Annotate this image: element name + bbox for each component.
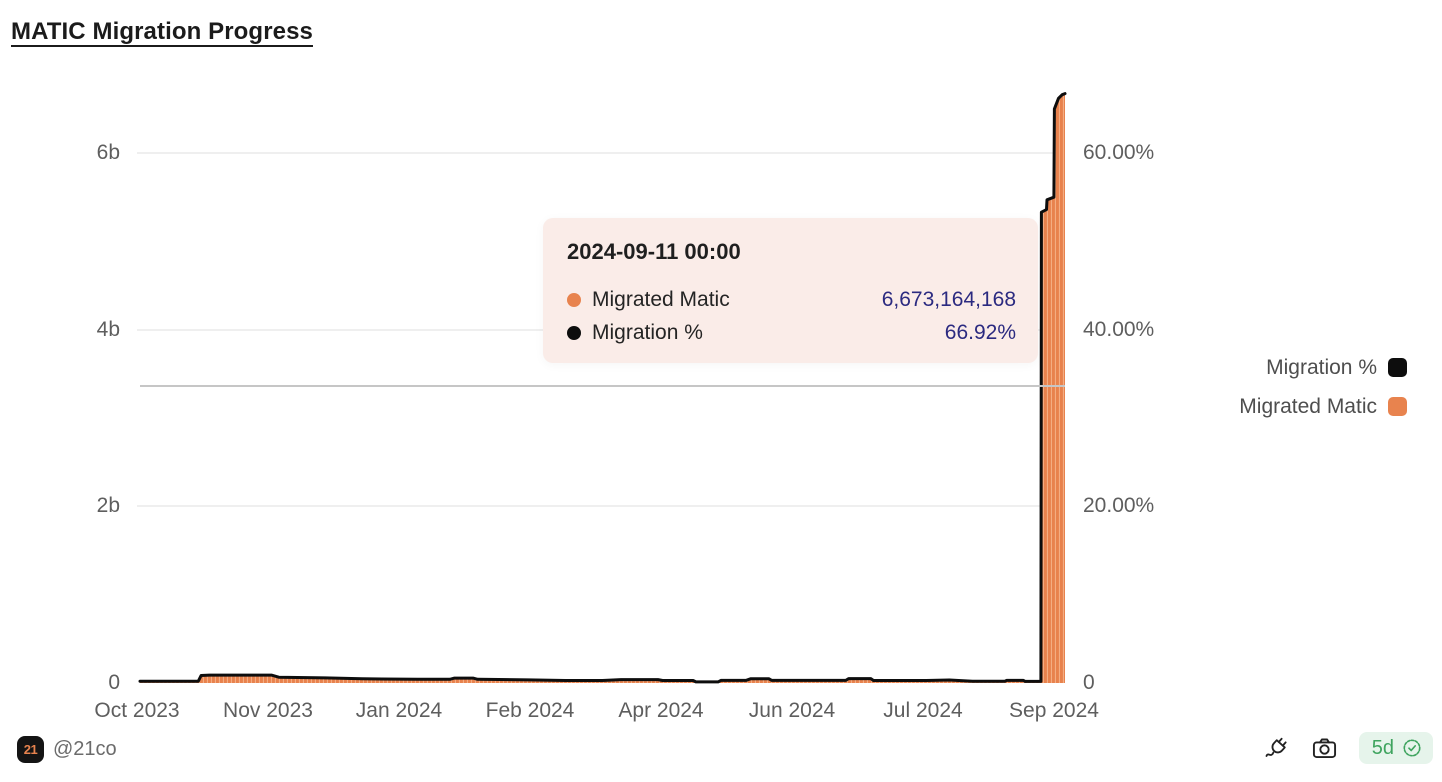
- plug-icon[interactable]: [1263, 734, 1291, 762]
- x-axis-tick: Jul 2024: [883, 699, 963, 722]
- y-axis-left-tick: 2b: [96, 494, 120, 517]
- migrated-matic-swatch-icon: [1388, 397, 1407, 416]
- y-axis-left-tick: 0: [108, 671, 120, 694]
- x-axis-tick: Nov 2023: [223, 699, 313, 722]
- camera-icon[interactable]: [1311, 734, 1339, 762]
- chart-legend: Migration % Migrated Matic: [1239, 348, 1407, 426]
- y-axis-right-tick: 0: [1083, 671, 1095, 694]
- tooltip-timestamp: 2024-09-11 00:00: [567, 239, 741, 264]
- y-axis-right-tick: 60.00%: [1083, 141, 1155, 164]
- y-axis-right-tick: 40.00%: [1083, 318, 1155, 341]
- migrated-matic-bars: [140, 93, 1065, 684]
- data-freshness-badge[interactable]: 5d: [1358, 732, 1433, 764]
- legend-label: Migrated Matic: [1239, 394, 1377, 418]
- tooltip-value: 6,673,164,168: [881, 287, 1016, 311]
- footer-toolbar: 5d: [1263, 732, 1433, 764]
- migration-pct-swatch-icon: [1388, 358, 1407, 377]
- chart-tooltip: 2024-09-11 00:00 Migrated Matic 6,673,16…: [543, 218, 1038, 363]
- migrated-matic-dot-icon: [567, 292, 581, 307]
- tooltip-row-migration-pct: Migration % 66.92%: [567, 316, 1016, 349]
- y-axis-left-tick: 4b: [96, 318, 120, 341]
- page-title[interactable]: MATIC Migration Progress: [11, 18, 313, 45]
- tooltip-label: Migration %: [592, 320, 703, 344]
- x-axis-tick: Feb 2024: [485, 699, 575, 722]
- x-axis-tick: Sep 2024: [1009, 699, 1099, 722]
- brand-attribution: 21 @21co: [17, 736, 117, 763]
- y-axis-left-tick: 6b: [96, 141, 120, 164]
- migration-pct-line: [138, 92, 1067, 684]
- tooltip-value: 66.92%: [944, 320, 1016, 344]
- x-axis-tick: Oct 2023: [94, 699, 180, 722]
- legend-item-migration-pct[interactable]: Migration %: [1239, 348, 1407, 387]
- tooltip-row-migrated-matic: Migrated Matic 6,673,164,168: [567, 283, 1016, 316]
- x-axis-tick: Jun 2024: [748, 699, 836, 722]
- freshness-label: 5d: [1371, 736, 1394, 759]
- brand-handle[interactable]: @21co: [53, 738, 117, 760]
- migration-pct-dot-icon: [567, 325, 581, 340]
- x-axis-tick: Apr 2024: [618, 699, 704, 722]
- legend-item-migrated-matic[interactable]: Migrated Matic: [1239, 387, 1407, 426]
- 21co-logo: 21: [17, 736, 44, 763]
- y-axis-right-tick: 20.00%: [1083, 494, 1155, 517]
- verified-seal-icon: [1403, 739, 1421, 757]
- legend-label: Migration %: [1266, 355, 1377, 379]
- x-axis-tick: Jan 2024: [355, 699, 443, 722]
- tooltip-label: Migrated Matic: [592, 287, 730, 311]
